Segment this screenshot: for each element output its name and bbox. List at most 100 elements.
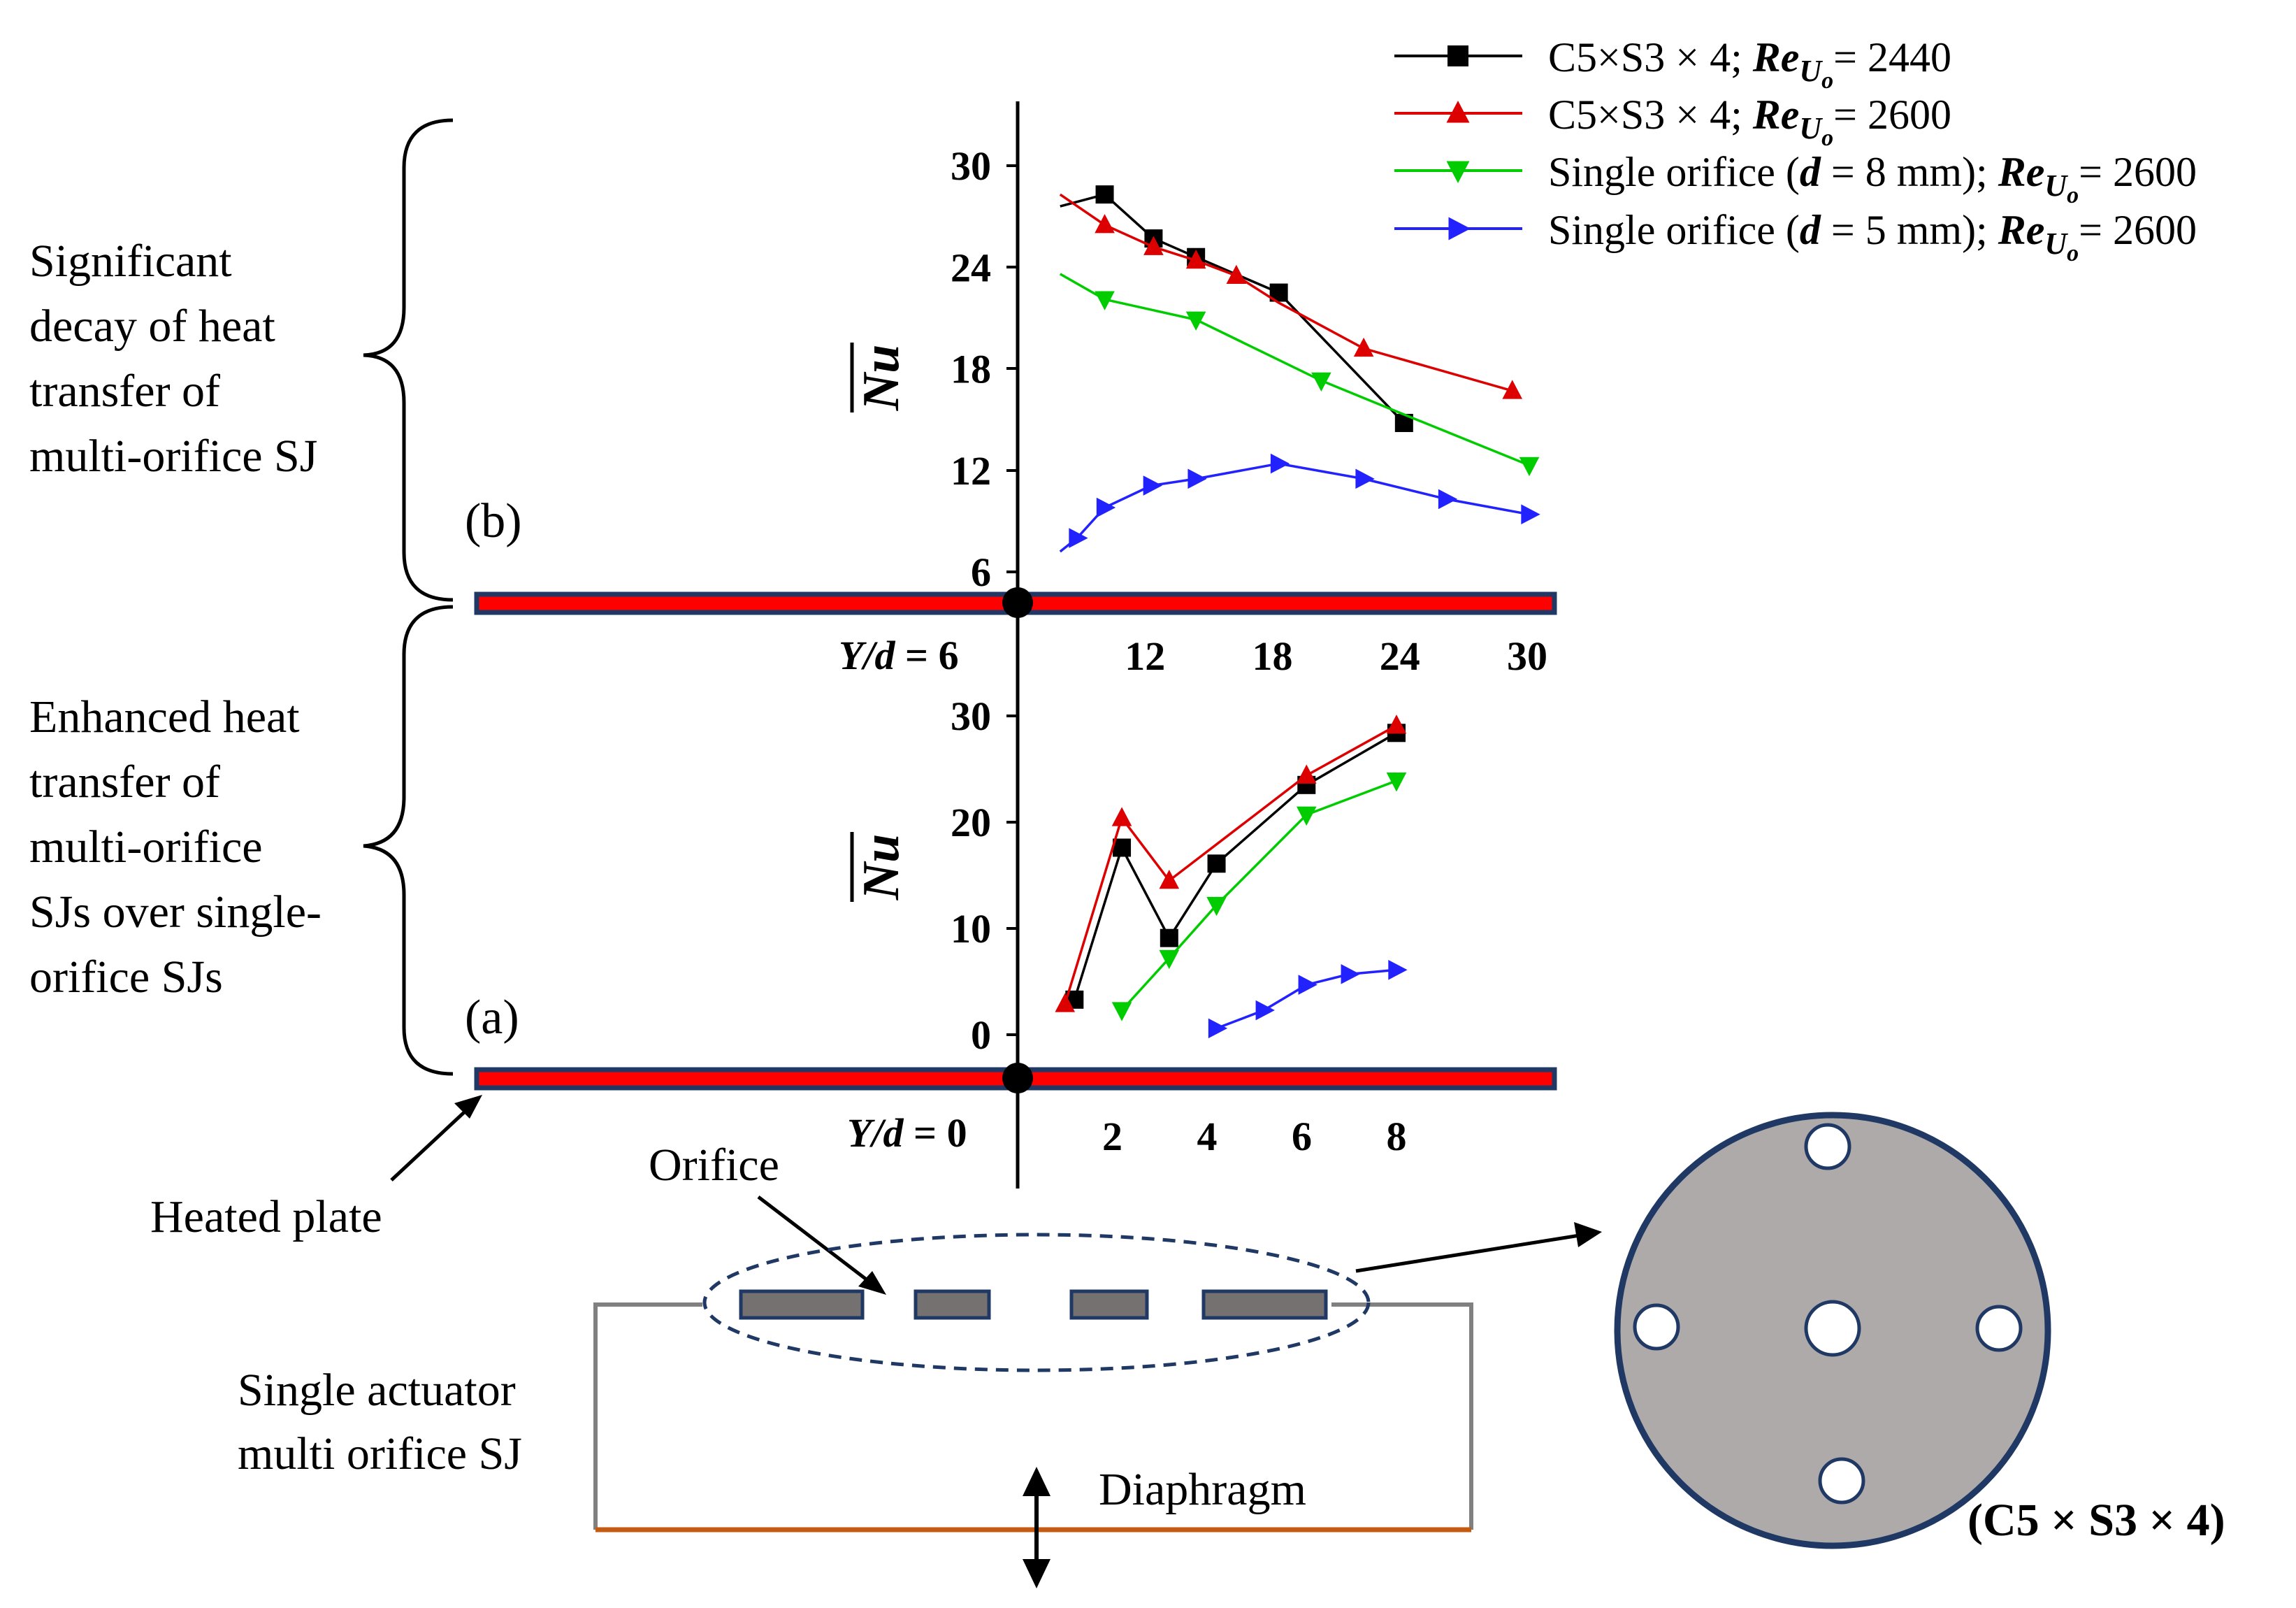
legend-entry-3-part-0: Single orifice ( [1548, 207, 1800, 253]
orifice-label: Orifice [649, 1140, 779, 1191]
diaphragm-label: Diaphragm [1099, 1464, 1306, 1515]
data-point-b-3-3 [1143, 475, 1162, 496]
brace-b [363, 118, 454, 602]
ylabel-a: Nu [850, 832, 910, 902]
config-label: (C5 × S3 × 4) [1968, 1495, 2225, 1546]
heated-plate-arrowhead [454, 1095, 482, 1119]
annotation-enhanced: Enhanced heat transfer of multi-orifice … [29, 691, 322, 1003]
legend-entry-1-part-4: U [1799, 111, 1823, 145]
legend-entry-3: Single orifice (d = 5 mm); ReUo= 2600 [1548, 207, 2197, 266]
data-point-a-1-4 [1386, 715, 1407, 734]
orifice-arrow [757, 1196, 875, 1286]
xlabel-b: Y/d = 6 [839, 633, 959, 678]
legend-entry-0-part-0: C5×S3 × 4; [1548, 34, 1753, 80]
annotation-decay-line2: decay of heat [29, 301, 275, 352]
legend-marker-2 [1446, 161, 1470, 183]
data-point-b-2-3 [1311, 372, 1331, 392]
data-point-a-2-3 [1296, 806, 1317, 826]
legend-entry-3-part-2: = 5 mm); [1821, 207, 1998, 253]
data-point-b-3-8 [1521, 504, 1540, 524]
hole-bottom [1818, 1457, 1865, 1505]
diaphragm-motion-arrow [1023, 1467, 1050, 1588]
data-point-b-1-4 [1226, 264, 1247, 285]
legend-entry-1-part-6: = 2600 [1833, 92, 1951, 138]
xlabel-a: Y/d = 0 [847, 1110, 967, 1156]
xtick-label-b-3: 30 [1507, 633, 1547, 679]
data-point-b-3-4 [1187, 468, 1207, 489]
legend-entry-2-part-1: d [1800, 149, 1821, 195]
brace-a [363, 605, 454, 1076]
heated-plate-label: Heated plate [150, 1191, 382, 1242]
data-point-b-1-3 [1185, 249, 1206, 269]
heated-plate-arrow [390, 1102, 475, 1182]
ylabel-a-text: Nu [853, 834, 910, 901]
data-point-a-0-2 [1160, 928, 1178, 947]
data-point-b-1-7 [1502, 380, 1523, 399]
orifice-arrowhead [858, 1271, 886, 1295]
xlabel-a-value: = 0 [904, 1110, 967, 1156]
axis-ticks-a [1006, 715, 1018, 1036]
ylabel-b-text: Nu [853, 345, 910, 412]
xtick-label-a-2: 6 [1292, 1114, 1312, 1159]
data-point-a-2-4 [1386, 773, 1407, 792]
legend-entry-3-part-1: d [1800, 207, 1821, 253]
ytick-label-a-2: 20 [951, 800, 991, 845]
legend-entry-2-part-3: Re [1998, 149, 2045, 195]
axis-origin-dot-b [1002, 587, 1033, 618]
detail-arrowhead [1574, 1222, 1602, 1247]
orifice-highlight-ellipse [702, 1233, 1371, 1372]
data-point-b-1-6 [1353, 337, 1374, 357]
ytick-label-b-1: 12 [951, 448, 991, 494]
ytick-label-b-3: 24 [951, 245, 991, 290]
annotation-enhanced-line1: Enhanced heat [29, 691, 300, 742]
xlabel-a-prefix: Y/d [847, 1110, 904, 1156]
ytick-label-b-4: 30 [951, 143, 991, 189]
legend-entry-3-part-3: Re [1998, 207, 2045, 253]
chart-panel-b: 12 18 24 30 6 12 18 24 30 [951, 143, 1547, 679]
hole-right [1975, 1305, 2023, 1352]
annotation-decay-line3: transfer of [29, 366, 220, 417]
hole-top [1804, 1123, 1851, 1170]
ytick-label-b-2: 18 [951, 347, 991, 392]
series-line-b-3 [1059, 462, 1530, 553]
legend-entry-3-part-4: U [2044, 227, 2068, 261]
data-point-b-1-1 [1095, 214, 1115, 234]
legend-entry-2-part-0: Single orifice ( [1548, 149, 1800, 195]
detail-arrow [1355, 1233, 1580, 1273]
series-line-a-1 [1064, 724, 1397, 1005]
legend-entry-0: C5×S3 × 4; ReUo= 2440 [1548, 34, 1951, 94]
data-point-b-1-2 [1143, 236, 1164, 255]
data-point-a-3-3 [1341, 964, 1360, 984]
panel-label-b: (b) [465, 494, 522, 548]
annotation-enhanced-line5: orifice SJs [29, 952, 223, 1003]
xtick-label-a-3: 8 [1387, 1114, 1407, 1159]
xtick-label-b-0: 12 [1125, 633, 1165, 679]
data-point-b-3-7 [1438, 489, 1458, 510]
series-line-a-3 [1215, 968, 1397, 1030]
actuator-label-line1: Single actuator [238, 1365, 516, 1416]
xtick-label-a-0: 2 [1102, 1114, 1122, 1159]
legend-entry-3-part-5: o [2067, 241, 2079, 266]
data-point-b-3-1 [1069, 528, 1088, 548]
data-point-a-1-2 [1159, 870, 1180, 889]
legend-entry-0-part-3: Re [1752, 34, 1800, 80]
data-point-b-2-1 [1095, 291, 1115, 310]
orifice-slot-1 [739, 1289, 865, 1320]
series-line-b-2 [1059, 273, 1530, 467]
data-point-b-3-5 [1270, 453, 1290, 474]
legend-entry-1-part-5: o [1821, 125, 1833, 151]
orifice-slot-2 [914, 1289, 991, 1320]
data-point-b-0-1 [1095, 185, 1114, 204]
data-point-a-0-3 [1207, 854, 1226, 873]
legend-entry-2-part-6: = 2600 [2079, 149, 2197, 195]
xlabel-b-prefix: Y/d [839, 633, 896, 678]
data-point-a-2-2 [1206, 896, 1227, 917]
axis-origin-dot-a [1002, 1063, 1033, 1093]
annotation-enhanced-line2: transfer of [29, 756, 220, 807]
hole-left [1633, 1303, 1680, 1351]
chart-panel-a: 2 4 6 8 0 10 20 30 [951, 694, 1408, 1159]
legend-entry-0-part-6: = 2440 [1833, 34, 1951, 80]
orifice-slot-3 [1069, 1289, 1149, 1320]
